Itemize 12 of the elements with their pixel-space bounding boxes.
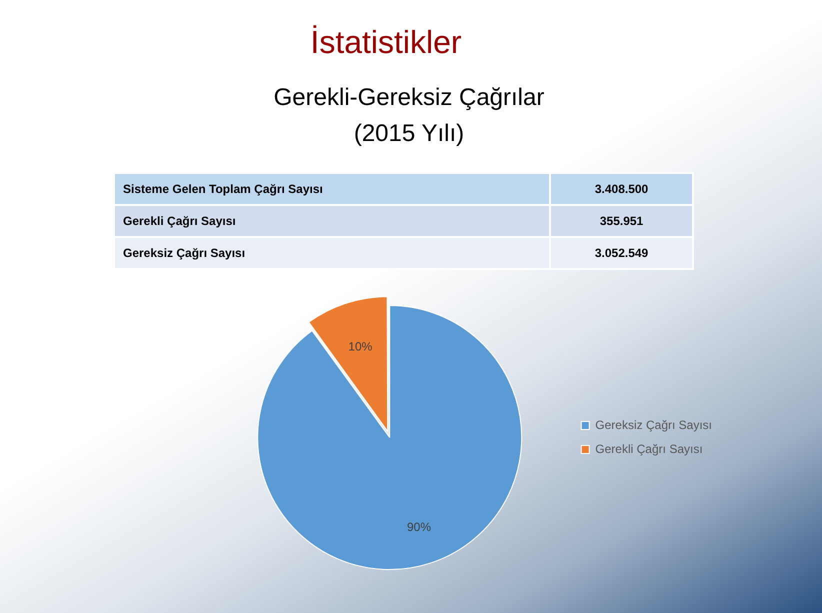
chart-subtitle: Gerekli-Gereksiz Çağrılar (2015 Yılı): [272, 83, 546, 149]
text: Gereksiz Çağrı Sayısı: [114, 237, 550, 269]
legend-label: Gerekli Çağrı Sayısı: [595, 442, 703, 456]
data-label: 10%: [348, 339, 373, 354]
chart-title: İstatistikler: [309, 23, 463, 62]
text: Gerekli Çağrı Sayısı: [114, 205, 550, 237]
text: 3.408.500: [550, 173, 693, 205]
text: 355.951: [550, 205, 693, 237]
data-label: 90%: [407, 520, 432, 534]
text: 3.052.549: [550, 237, 693, 269]
text: Sisteme Gelen Toplam Çağrı Sayısı: [114, 173, 550, 205]
legend-label: Gereksiz Çağrı Sayısı: [595, 418, 712, 432]
